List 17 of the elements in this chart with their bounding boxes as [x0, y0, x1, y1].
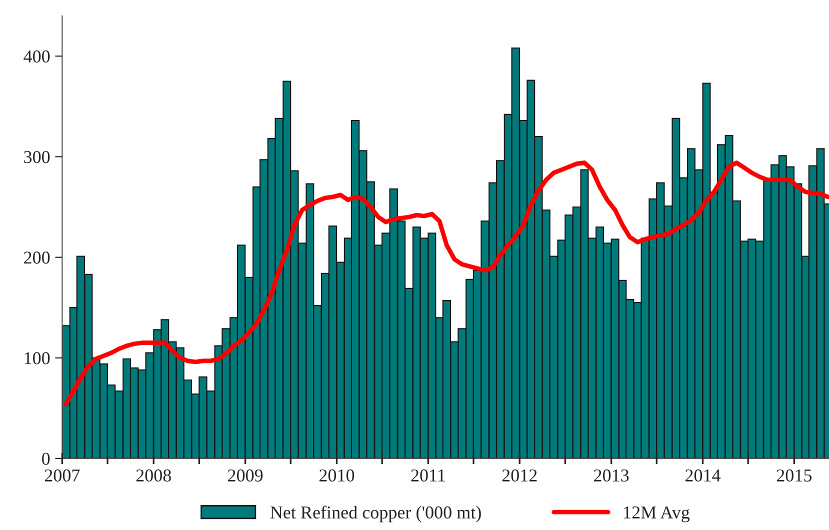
x-tick-label: 2015 — [776, 469, 812, 482]
x-tick-label: 2009 — [228, 469, 263, 482]
legend-label: 12M Avg — [624, 506, 690, 522]
x-tick-label: 2013 — [594, 469, 629, 482]
line-series — [64, 160, 829, 406]
x-tick-label: 2014 — [685, 469, 721, 482]
x-tick-label: 2011 — [411, 469, 445, 482]
y-tick-label: 100 — [24, 352, 50, 364]
x-tick-label: 2010 — [319, 469, 354, 482]
y-tick-label: 400 — [24, 50, 50, 63]
x-tick-label: 2007 — [44, 469, 80, 482]
x-tick-label: 2008 — [136, 469, 171, 482]
y-tick-label: 200 — [24, 252, 50, 264]
x-tick-label: 2012 — [502, 469, 537, 482]
y-tick-label: 300 — [24, 150, 50, 164]
y-tick-label: 0 — [42, 452, 50, 465]
legend-label: Net Refined copper ('000 mt) — [270, 506, 481, 522]
